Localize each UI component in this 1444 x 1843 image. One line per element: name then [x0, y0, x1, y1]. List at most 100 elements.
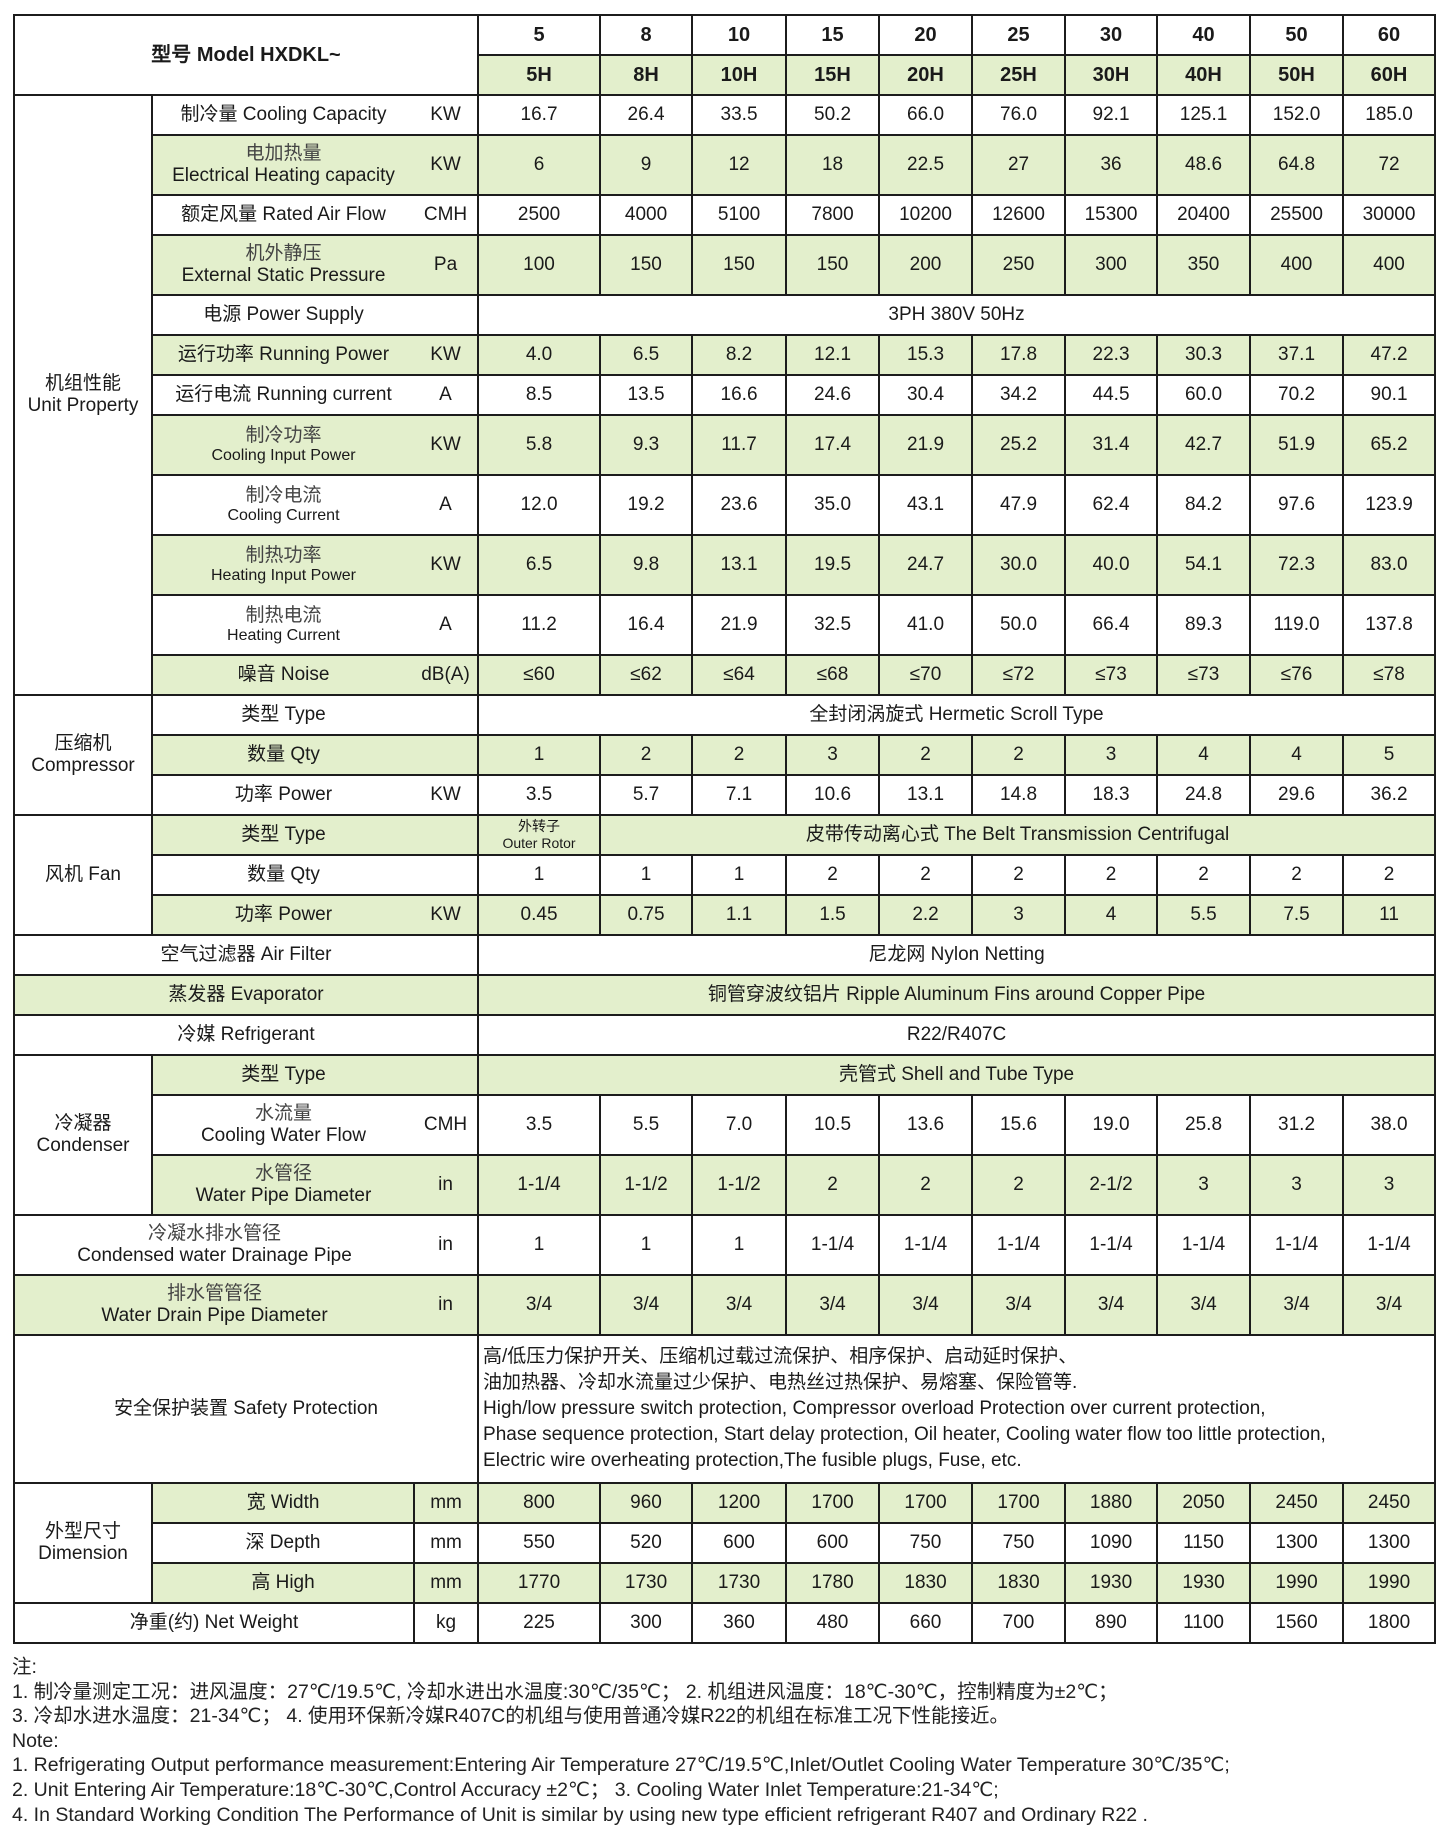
group-label-line: Unit Property: [27, 395, 139, 416]
value-cell: 2: [1342, 854, 1437, 896]
value-cell: 3/4: [1342, 1274, 1437, 1336]
row-unit: KW: [414, 94, 480, 136]
value-cell: ≤73: [1156, 654, 1252, 696]
span-value: 皮带传动离心式 The Belt Transmission Centrifuga…: [599, 814, 1437, 856]
value-cell: 15.3: [878, 334, 974, 376]
value-cell: 83.0: [1342, 534, 1437, 596]
value-cell: 2: [971, 854, 1067, 896]
value-cell: 27: [971, 134, 1067, 196]
value-cell: 1830: [878, 1562, 974, 1604]
spec-table: 型号 Model HXDKL~ 5 8 10 15 20 25 30 40 50 60 5H 8H 1…: [12, 14, 1437, 1644]
value-cell: 12: [691, 134, 788, 196]
value-cell: 37.1: [1249, 334, 1345, 376]
value-cell: 25500: [1249, 194, 1345, 236]
row-unit: KW: [414, 774, 480, 816]
value-cell: 11.7: [691, 414, 788, 476]
value-cell: 5: [1342, 734, 1437, 776]
spec-row: 排水管管径 Water Drain Pipe Diameter in 3/4 3/4 3/…: [13, 1274, 1437, 1336]
model-number: 40: [1156, 14, 1252, 56]
spec-row: 水流量 Cooling Water Flow CMH 3.5 5.5 7.0 10.5 13.…: [14, 1094, 1437, 1156]
row-label: 运行功率 Running Power: [151, 334, 414, 376]
model-number: 25: [971, 14, 1067, 56]
group-label: 压缩机 Compressor: [13, 694, 153, 816]
value-cell: 700: [971, 1602, 1067, 1644]
value-cell: 10200: [878, 194, 974, 236]
value-cell: 3/4: [1249, 1274, 1345, 1336]
value-cell: 750: [971, 1522, 1067, 1564]
label-en: Condensed water Drainage Pipe: [77, 1245, 352, 1266]
value-cell: 1780: [785, 1562, 881, 1604]
spec-row: 冷凝水排水管径 Condensed water Drainage Pipe in 1 1…: [13, 1214, 1437, 1276]
spec-row: 制热电流 Heating Current A 11.2 16.4 21.9 32.5 41.0…: [14, 594, 1437, 656]
span-value: 全封闭涡旋式 Hermetic Scroll Type: [477, 694, 1437, 736]
value-cell: 25.2: [971, 414, 1067, 476]
value-cell: 43.1: [878, 474, 974, 536]
row-label: 深 Depth: [151, 1522, 415, 1564]
note-line: 4. In Standard Working Condition The Per…: [12, 1803, 1148, 1826]
value-cell: 13.1: [878, 774, 974, 816]
value-cell: 2450: [1342, 1482, 1437, 1524]
model-hp: 10H: [691, 54, 788, 96]
value-cell: 3/4: [1064, 1274, 1159, 1336]
value-cell: 152.0: [1249, 94, 1345, 136]
row-unit: KW: [414, 334, 480, 376]
value-cell: 5100: [691, 194, 788, 236]
row-unit: A: [414, 474, 480, 536]
value-cell: 64.8: [1249, 134, 1345, 196]
group-label: 冷凝器 Condenser: [13, 1054, 153, 1216]
spec-row: 运行功率 Running Power KW 4.0 6.5 8.2 12.1 15.3 17.…: [14, 334, 1437, 376]
value-cell: 47.2: [1342, 334, 1437, 376]
value-cell: 5.5: [599, 1094, 694, 1156]
value-cell: 21.9: [878, 414, 974, 476]
row-label: 类型 Type: [151, 694, 414, 736]
label-cn: 水流量: [254, 1103, 312, 1125]
row-label: 数量 Qty: [151, 734, 414, 776]
note-line: 3. 冷却水进水温度：21-34℃； 4. 使用环保新冷媒R407C的机组与使用…: [12, 1705, 1010, 1728]
value-cell: 17.8: [971, 334, 1067, 376]
value-cell: 16.7: [477, 94, 602, 136]
group-label-line: Dimension: [38, 1543, 128, 1564]
model-number: 8: [599, 14, 694, 56]
spec-row: 净重(约) Net Weight kg 225 300 360 480 660 700 890 1…: [13, 1602, 1437, 1644]
row-label: 制热功率 Heating Input Power: [151, 534, 414, 596]
value-cell: 62.4: [1064, 474, 1159, 536]
spec-row: 电加热量 Electrical Heating capacity KW 6 9 12 18 2…: [14, 134, 1437, 196]
value-cell: 8.5: [477, 374, 602, 416]
spec-row: 冷媒 Refrigerant R22/R407C: [12, 1014, 1437, 1056]
fan-type-line: 外转子: [518, 818, 561, 835]
value-cell: 750: [878, 1522, 974, 1564]
row-unit: [414, 734, 480, 776]
value-cell: 9.3: [599, 414, 694, 476]
value-cell: 1100: [1156, 1602, 1252, 1644]
row-unit: in: [414, 1274, 480, 1336]
value-cell: 250: [971, 234, 1067, 296]
value-cell: 34.2: [971, 374, 1067, 416]
value-cell: 18: [785, 134, 881, 196]
model-hp: 30H: [1064, 54, 1159, 96]
value-cell: 19.5: [785, 534, 881, 596]
row-unit: KW: [414, 414, 480, 476]
row-label: 数量 Qty: [151, 854, 414, 896]
value-cell: 41.0: [878, 594, 974, 656]
value-cell: 150: [691, 234, 788, 296]
value-cell: 4: [1064, 894, 1159, 936]
value-cell: 3: [1342, 1154, 1437, 1216]
value-cell: 2: [878, 1154, 974, 1216]
value-cell: 84.2: [1156, 474, 1252, 536]
value-cell: 60.0: [1156, 374, 1252, 416]
row-label: 制冷量 Cooling Capacity: [151, 94, 414, 136]
row-label: 排水管管径 Water Drain Pipe Diameter: [13, 1274, 414, 1336]
value-cell: 20400: [1156, 194, 1252, 236]
value-cell: 97.6: [1249, 474, 1345, 536]
model-hp: 50H: [1249, 54, 1345, 96]
value-cell: 22.3: [1064, 334, 1159, 376]
value-cell: 123.9: [1342, 474, 1437, 536]
value-cell: 1.1: [691, 894, 788, 936]
value-cell: 660: [878, 1602, 974, 1644]
value-cell: 3.5: [477, 774, 602, 816]
value-cell: 33.5: [691, 94, 788, 136]
value-cell: 7800: [785, 194, 881, 236]
group-label-line: Compressor: [31, 755, 135, 776]
value-cell: 36: [1064, 134, 1159, 196]
spec-row: 冷凝器 Condenser 类型 Type 壳管式 Shell and Tube Ty…: [13, 1054, 1437, 1216]
